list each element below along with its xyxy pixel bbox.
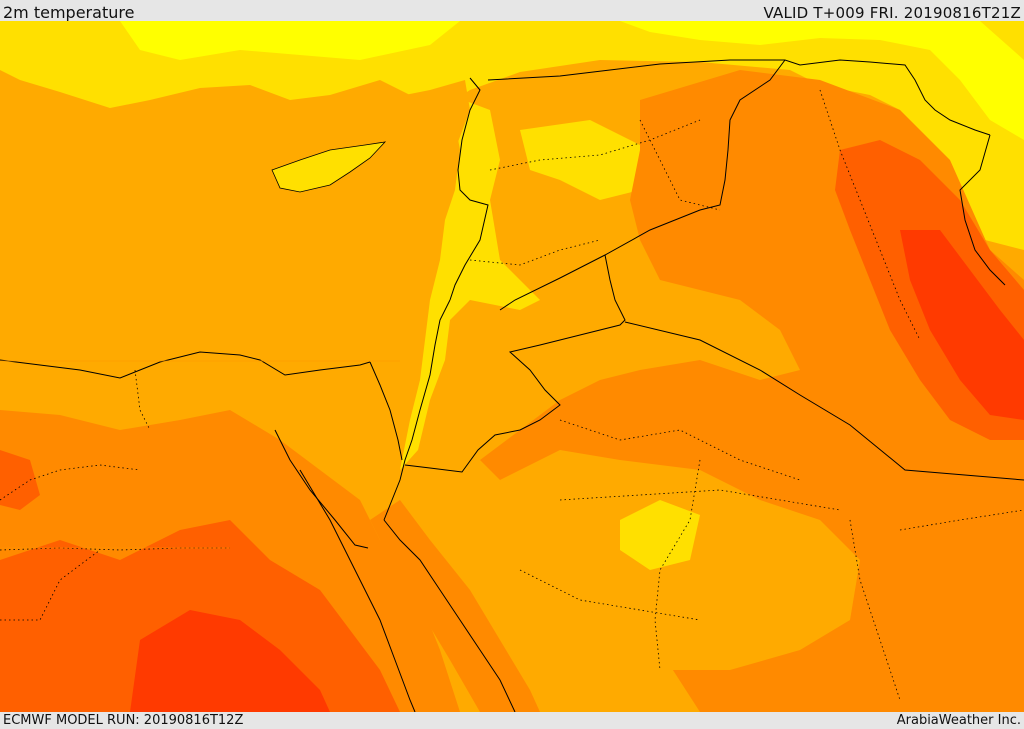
egypt-hot-core <box>130 610 330 712</box>
cyprus-island <box>271 141 387 193</box>
north-bright-yellow-patch-2 <box>620 21 1024 140</box>
temperature-map <box>0 21 1024 712</box>
inland-yellow-patch <box>520 120 650 200</box>
levant-yellow-strip <box>400 95 540 470</box>
north-bright-yellow-patch <box>120 21 460 60</box>
valid-time: VALID T+009 FRI. 20190816T21Z <box>763 4 1021 22</box>
map-title: 2m temperature <box>3 3 135 22</box>
country-borders <box>0 59 1024 712</box>
header-bar: 2m temperature VALID T+009 FRI. 20190816… <box>0 0 1024 22</box>
credit-text: ArabiaWeather Inc. <box>896 713 1021 728</box>
west-edge-hot-patch <box>0 450 40 510</box>
arabia-yellow-patch <box>620 500 700 570</box>
footer-bar: ECMWF MODEL RUN: 20190816T12Z ArabiaWeat… <box>0 712 1024 729</box>
model-run: ECMWF MODEL RUN: 20190816T12Z <box>3 713 244 728</box>
mediterranean-sea <box>0 80 470 375</box>
province-borders <box>0 89 1024 701</box>
iraq-red-core <box>900 230 1024 420</box>
north-yellow-band <box>0 21 1024 250</box>
